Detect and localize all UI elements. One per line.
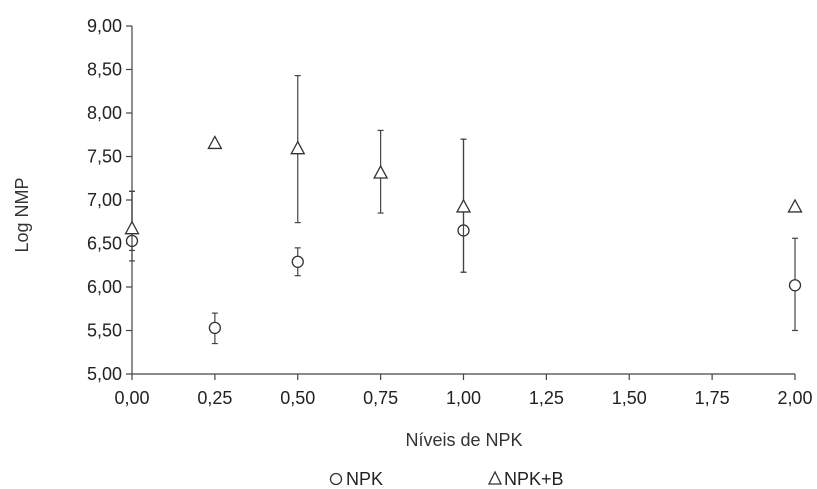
x-tick-label: 2,00 [777,388,812,408]
x-tick-label: 0,25 [197,388,232,408]
data-marks [124,74,803,345]
legend-label-npk-b: NPK+B [504,469,564,489]
x-tick-label: 1,25 [529,388,564,408]
legend-marker-npk [329,472,343,486]
y-tick-label: 8,00 [87,103,122,123]
data-point-npk [291,255,304,268]
legend-label-npk: NPK [346,469,383,489]
x-tick-label: 1,50 [612,388,647,408]
data-point-npk-b [290,140,306,155]
y-tick-label: 6,50 [87,234,122,254]
y-tick-label: 7,00 [87,190,122,210]
legend: NPK NPK+B [329,469,564,489]
y-tick-label: 8,50 [87,60,122,80]
data-point-npk-b [455,198,472,213]
x-tick-label: 1,75 [695,388,730,408]
x-tick-label: 0,75 [363,388,398,408]
x-tick-label: 0,50 [280,388,315,408]
legend-marker-npk-b [487,470,503,485]
y-tick-label: 7,50 [87,147,122,167]
series-npk-b [124,74,803,273]
y-tick-label: 6,00 [87,277,122,297]
x-tick-label: 1,00 [446,388,481,408]
data-point-npk-b [787,198,803,213]
y-tick-label: 5,00 [87,364,122,384]
y-tick-label: 9,00 [87,16,122,36]
data-point-npk-b [373,164,389,179]
y-tick-label: 5,50 [87,321,122,341]
data-point-npk-b [207,135,223,150]
y-axis-ticks: 5,00 5,50 6,00 6,50 7,00 7,50 8,00 8,50 9,00 [87,16,132,384]
x-axis-ticks: 0,00 0,25 0,50 0,75 1,00 1,25 1,50 1,75 2,00 [114,374,813,408]
data-point-npk [208,321,222,335]
x-tick-label: 0,00 [114,388,149,408]
y-axis-title: Log NMP [12,177,32,252]
data-point-npk-b [124,220,140,235]
data-point-npk [788,279,802,292]
x-axis-title: Níveis de NPK [405,430,522,450]
